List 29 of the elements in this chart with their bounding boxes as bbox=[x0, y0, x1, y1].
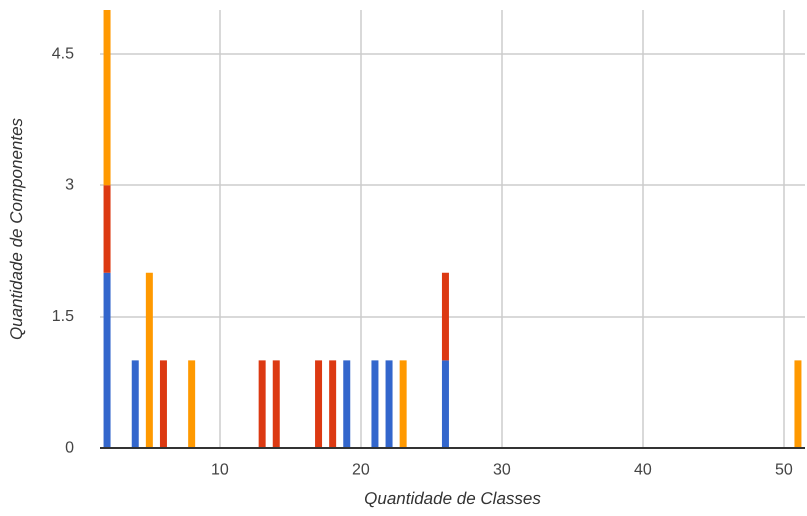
x-tick-label: 10 bbox=[210, 462, 229, 478]
bar bbox=[104, 185, 111, 273]
bar bbox=[160, 360, 167, 448]
bar bbox=[258, 360, 266, 448]
bar bbox=[104, 10, 111, 186]
bar bbox=[400, 360, 407, 448]
bar bbox=[104, 272, 111, 448]
y-tick-label: 3 bbox=[65, 176, 74, 194]
bar bbox=[315, 360, 322, 448]
bar bbox=[146, 272, 153, 448]
bar bbox=[329, 360, 336, 448]
y-tick-label: 0 bbox=[65, 440, 74, 456]
bar bbox=[442, 272, 449, 360]
x-tick-label: 20 bbox=[352, 462, 370, 478]
bar bbox=[343, 360, 350, 448]
bar bbox=[794, 360, 802, 448]
x-tick-label: 30 bbox=[492, 462, 511, 478]
bar bbox=[371, 360, 378, 448]
y-axis-title: Quantidade de Componentes bbox=[7, 117, 26, 340]
bar bbox=[132, 360, 139, 448]
x-tick-label: 40 bbox=[634, 462, 652, 478]
y-tick-label: 1.5 bbox=[52, 308, 74, 326]
x-axis-title: Quantidade de Classes bbox=[364, 489, 542, 508]
bar bbox=[188, 360, 196, 448]
y-tick-label: 4.5 bbox=[52, 45, 74, 62]
bar bbox=[442, 360, 449, 448]
bar bbox=[386, 360, 393, 448]
x-tick-label: 50 bbox=[774, 462, 793, 478]
bar bbox=[272, 360, 280, 448]
